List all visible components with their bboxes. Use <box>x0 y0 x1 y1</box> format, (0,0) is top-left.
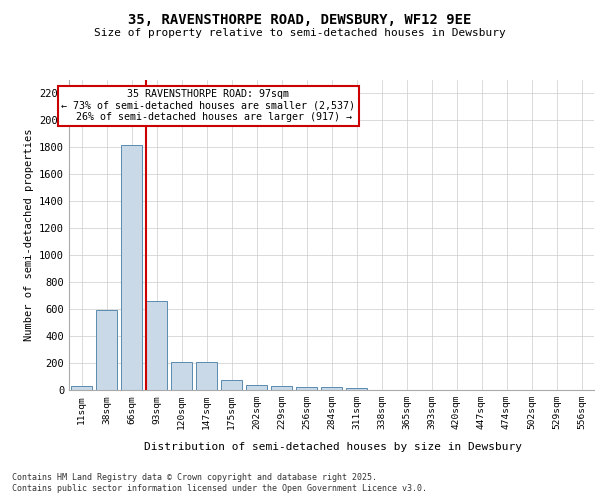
Bar <box>321 386 342 390</box>
Bar <box>171 362 192 390</box>
Text: Size of property relative to semi-detached houses in Dewsbury: Size of property relative to semi-detach… <box>94 28 506 38</box>
Text: Distribution of semi-detached houses by size in Dewsbury: Distribution of semi-detached houses by … <box>144 442 522 452</box>
Bar <box>221 380 242 390</box>
Bar <box>196 362 217 390</box>
Bar <box>121 144 142 390</box>
Y-axis label: Number of semi-detached properties: Number of semi-detached properties <box>23 128 34 341</box>
Bar <box>271 386 292 390</box>
Bar <box>246 386 267 390</box>
Bar <box>296 388 317 390</box>
Text: 35, RAVENSTHORPE ROAD, DEWSBURY, WF12 9EE: 35, RAVENSTHORPE ROAD, DEWSBURY, WF12 9E… <box>128 12 472 26</box>
Bar <box>146 301 167 390</box>
Bar <box>71 386 92 390</box>
Text: Contains public sector information licensed under the Open Government Licence v3: Contains public sector information licen… <box>12 484 427 493</box>
Text: Contains HM Land Registry data © Crown copyright and database right 2025.: Contains HM Land Registry data © Crown c… <box>12 472 377 482</box>
Text: 35 RAVENSTHORPE ROAD: 97sqm  
← 73% of semi-detached houses are smaller (2,537)
: 35 RAVENSTHORPE ROAD: 97sqm ← 73% of sem… <box>61 90 355 122</box>
Bar <box>346 388 367 390</box>
Bar <box>96 310 117 390</box>
